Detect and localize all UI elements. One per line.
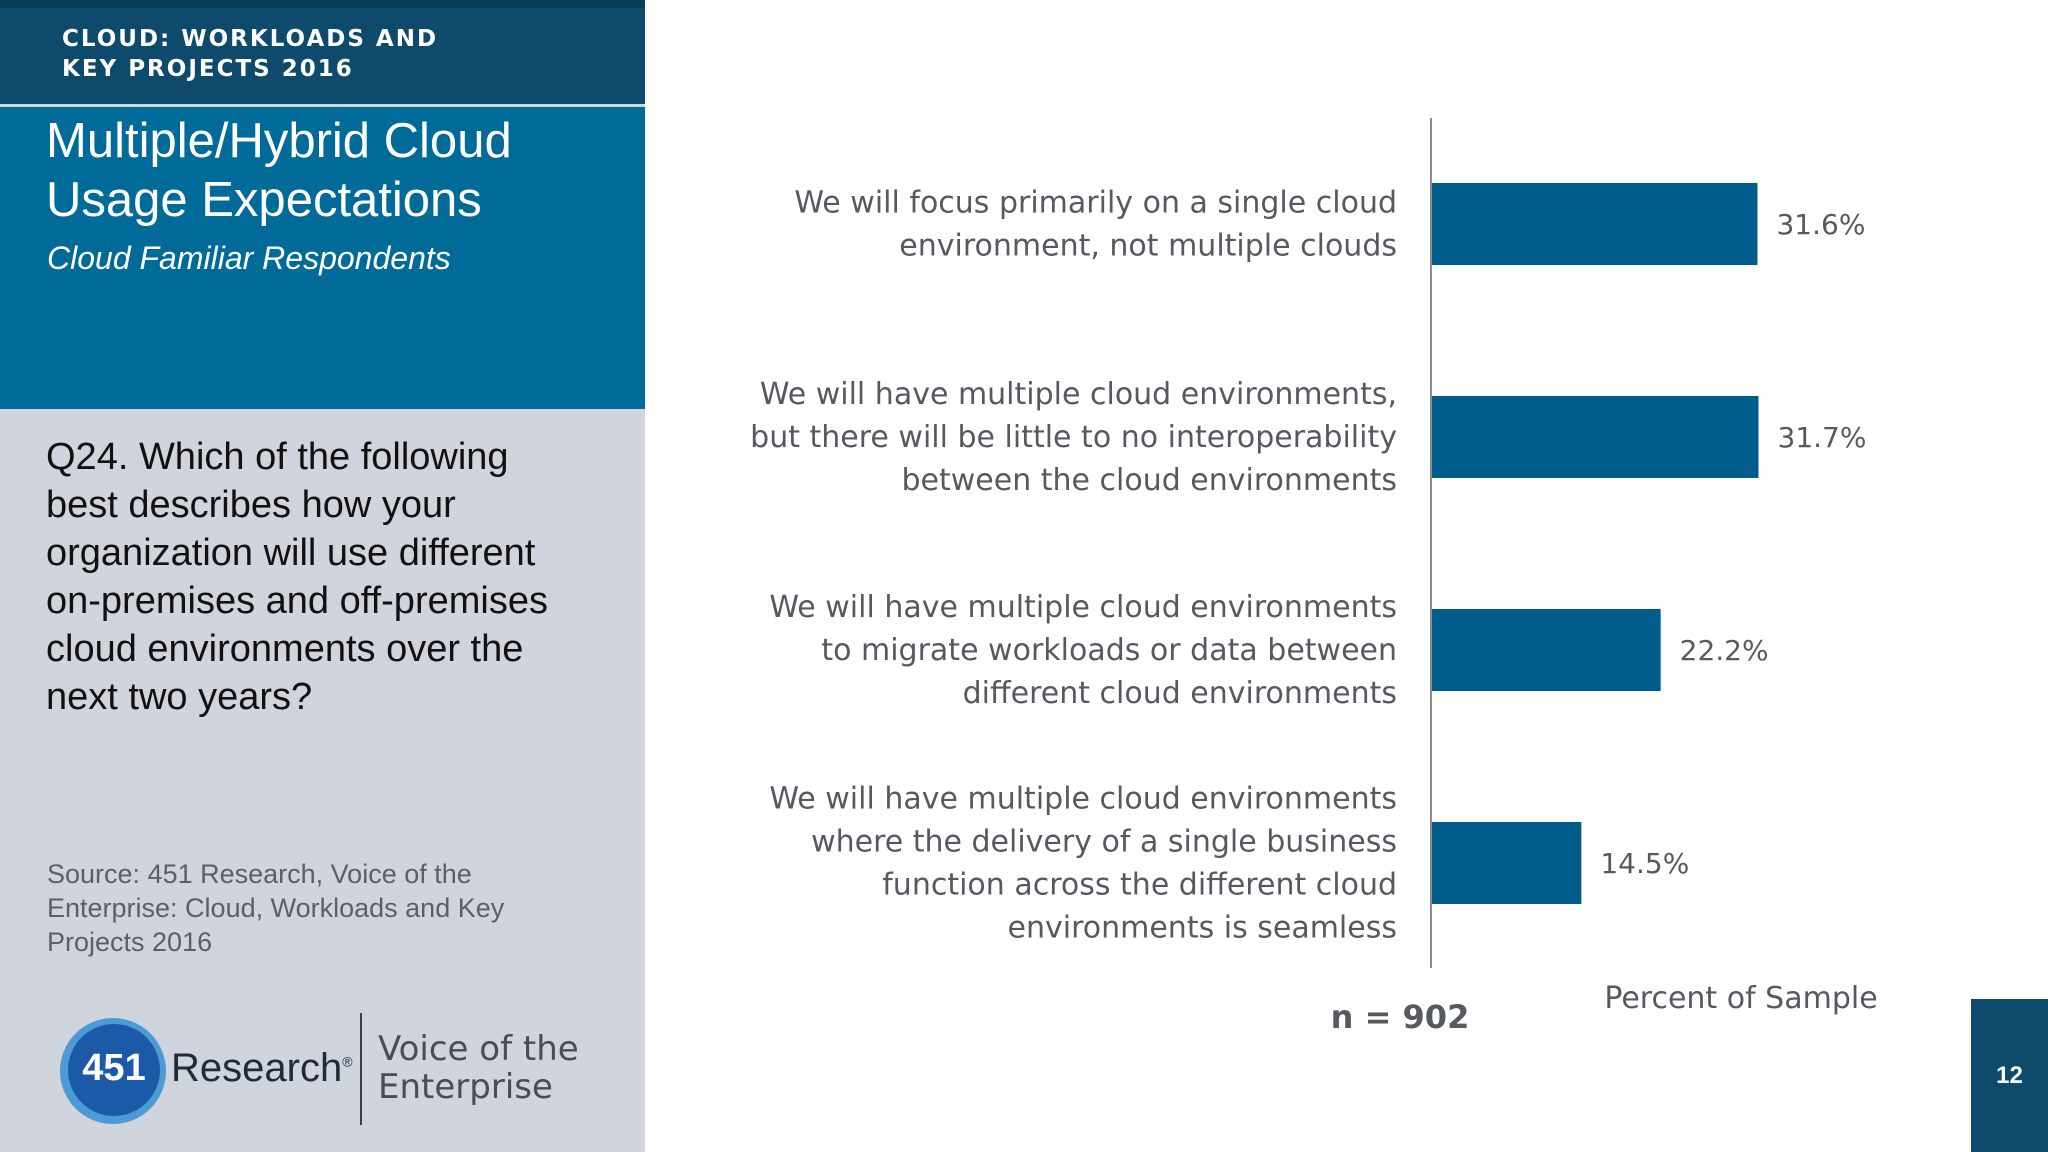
category-label: different cloud environments [963, 676, 1397, 711]
section-header-line-2: KEY PROJECTS 2016 [62, 56, 354, 82]
logo-tagline-line-2: Enterprise [378, 1067, 553, 1107]
category-label: environment, not multiple clouds [899, 229, 1397, 264]
category-label: where the delivery of a single business [811, 825, 1397, 860]
x-axis-title: Percent of Sample [1604, 981, 1877, 1016]
logo-tagline: Voice of the Enterprise [378, 1030, 579, 1106]
category-label: We will have multiple cloud environments [769, 782, 1397, 817]
bar [1432, 183, 1758, 265]
category-label: environments is seamless [1008, 911, 1397, 946]
category-label: function across the different cloud [882, 868, 1397, 903]
data-label: 22.2% [1680, 634, 1769, 667]
page-number: 12 [1996, 1062, 2023, 1089]
data-label: 14.5% [1600, 847, 1689, 880]
source-line: Projects 2016 [47, 927, 213, 957]
bar [1432, 822, 1582, 904]
logo-tagline-line-1: Voice of the [378, 1029, 579, 1069]
logo-number: 451 [82, 1047, 146, 1089]
category-label: to migrate workloads or data between [821, 633, 1397, 668]
section-header: CLOUD: WORKLOADS AND KEY PROJECTS 2016 [62, 24, 482, 84]
page-number-box [1971, 999, 2048, 1152]
question-line: on-premises and off-premises [46, 580, 548, 622]
registered-mark: ® [342, 1053, 353, 1070]
bar [1432, 609, 1661, 691]
slide-title-line-2: Usage Expectations [46, 173, 482, 227]
category-label: but there will be little to no interoper… [750, 420, 1397, 455]
question-line: cloud environments over the [46, 628, 524, 670]
logo-circle-inner [68, 1024, 160, 1116]
title-band [0, 107, 645, 409]
sample-size-label: n = 902 [1331, 998, 1470, 1036]
category-label: We will focus primarily on a single clou… [794, 186, 1397, 221]
logo-wordmark: Research® [171, 1046, 353, 1091]
slide-subtitle: Cloud Familiar Respondents [47, 240, 451, 276]
source-line: Enterprise: Cloud, Workloads and Key [47, 893, 505, 923]
header-band [0, 0, 645, 104]
question-line: organization will use different [46, 532, 536, 574]
section-header-line-1: CLOUD: WORKLOADS AND [62, 26, 439, 52]
data-label: 31.6% [1776, 208, 1865, 241]
logo-name: Research [171, 1046, 343, 1090]
source-line: Source: 451 Research, Voice of the [47, 859, 472, 889]
data-label: 31.7% [1778, 421, 1867, 454]
category-label: We will have multiple cloud environments… [760, 377, 1397, 412]
survey-question: Q24. Which of the following best describ… [46, 433, 606, 721]
question-line: Q24. Which of the following [46, 436, 509, 478]
question-line: best describes how your [46, 484, 456, 526]
bar [1432, 396, 1759, 478]
slide-title: Multiple/Hybrid Cloud Usage Expectations [46, 112, 626, 230]
source-note: Source: 451 Research, Voice of the Enter… [47, 857, 587, 959]
category-label: We will have multiple cloud environments [769, 590, 1397, 625]
logo-divider [360, 1013, 362, 1125]
question-line: next two years? [46, 676, 313, 718]
slide-title-line-1: Multiple/Hybrid Cloud [46, 114, 512, 168]
category-label: between the cloud environments [902, 463, 1398, 498]
